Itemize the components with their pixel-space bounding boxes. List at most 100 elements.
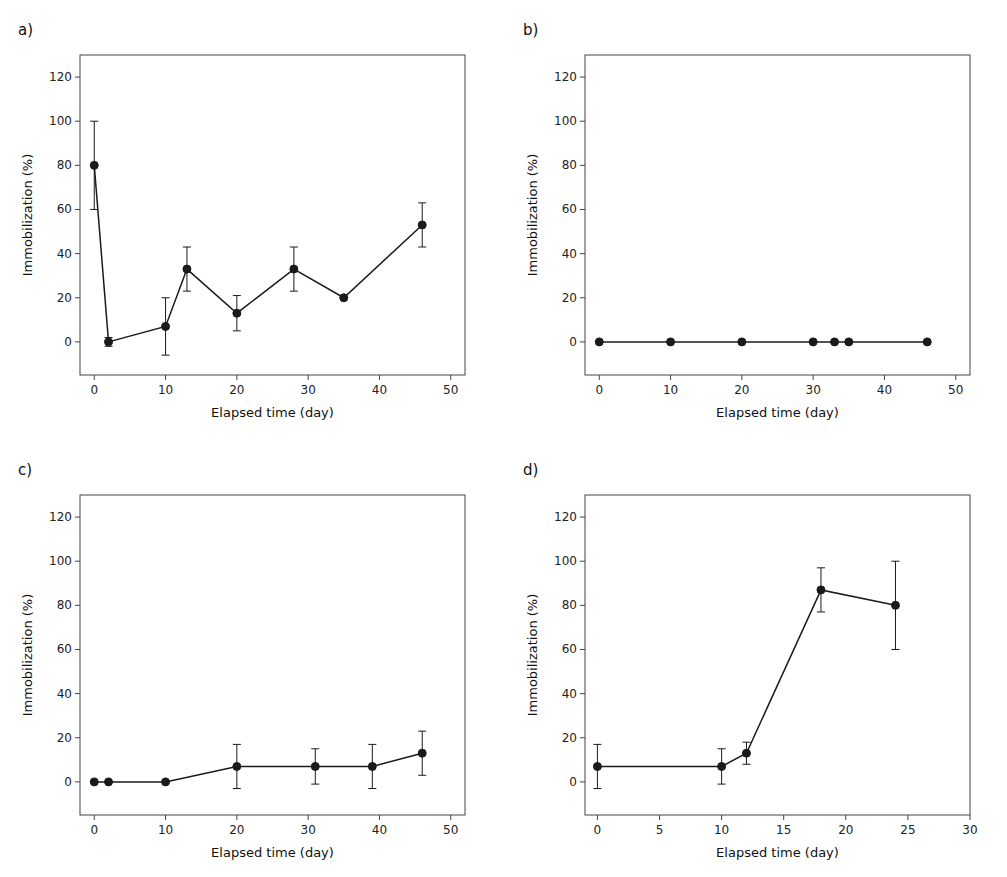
error-bar-cap — [183, 247, 191, 248]
series-line — [94, 753, 422, 782]
y-tick-label: 80 — [562, 158, 577, 172]
x-axis-label: Elapsed time (day) — [211, 845, 334, 860]
y-tick — [75, 297, 80, 298]
y-tick — [75, 737, 80, 738]
y-tick-label: 100 — [554, 554, 577, 568]
x-tick — [721, 815, 722, 820]
y-tick — [580, 605, 585, 606]
x-tick-label: 10 — [714, 823, 729, 837]
error-bar — [817, 568, 825, 612]
y-tick-label: 0 — [64, 775, 72, 789]
error-bar-cap — [418, 775, 426, 776]
error-bar-cap — [233, 295, 241, 296]
data-point — [233, 309, 241, 317]
x-tick — [308, 375, 309, 380]
error-bar — [290, 247, 298, 291]
plot-frame — [585, 55, 970, 375]
x-tick — [813, 375, 814, 380]
y-tick — [75, 77, 80, 78]
plot-frame — [80, 55, 465, 375]
data-point — [595, 338, 603, 346]
y-tick-label: 40 — [57, 247, 72, 261]
x-tick-label: 50 — [948, 383, 963, 397]
x-tick-label: 0 — [90, 383, 98, 397]
x-tick-label: 25 — [900, 823, 915, 837]
x-tick — [379, 815, 380, 820]
y-tick-label: 80 — [57, 598, 72, 612]
error-bar-cap — [891, 561, 899, 562]
x-tick-label: 20 — [229, 823, 244, 837]
x-tick-label: 0 — [595, 383, 603, 397]
data-point — [90, 161, 98, 169]
y-tick — [580, 297, 585, 298]
y-tick — [75, 605, 80, 606]
error-bar-cap — [418, 202, 426, 203]
plot-frame — [80, 495, 465, 815]
x-tick-label: 10 — [158, 823, 173, 837]
x-tick-label: 15 — [776, 823, 791, 837]
error-bar — [233, 296, 241, 331]
x-tick — [597, 815, 598, 820]
error-bar-cap — [742, 764, 750, 765]
x-tick-label: 20 — [838, 823, 853, 837]
x-tick — [165, 375, 166, 380]
y-tick-label: 20 — [562, 731, 577, 745]
x-tick — [236, 815, 237, 820]
y-tick — [75, 165, 80, 166]
error-bar — [368, 744, 376, 788]
x-tick — [670, 375, 671, 380]
x-tick — [907, 815, 908, 820]
panel-label: c) — [18, 461, 32, 479]
y-tick — [580, 737, 585, 738]
data-point — [418, 749, 426, 757]
y-tick-label: 20 — [57, 291, 72, 305]
error-bar — [718, 749, 726, 784]
y-tick — [75, 341, 80, 342]
x-tick-label: 30 — [962, 823, 977, 837]
x-tick — [783, 815, 784, 820]
panel-label: a) — [18, 21, 33, 39]
y-axis-label: Immobilization (%) — [525, 154, 540, 277]
y-tick — [580, 77, 585, 78]
error-bar-cap — [593, 744, 601, 745]
x-tick-label: 50 — [443, 823, 458, 837]
y-tick — [580, 693, 585, 694]
data-point — [90, 778, 98, 786]
x-tick-label: 40 — [877, 383, 892, 397]
y-tick — [580, 165, 585, 166]
panel: 01020304050020406080100120Elapsed time (… — [18, 461, 465, 860]
y-tick — [75, 693, 80, 694]
x-axis-label: Elapsed time (day) — [716, 845, 839, 860]
y-tick-label: 120 — [554, 510, 577, 524]
x-tick-label: 50 — [443, 383, 458, 397]
y-tick — [75, 253, 80, 254]
x-tick-label: 40 — [372, 383, 387, 397]
error-bar-cap — [162, 297, 170, 298]
y-tick — [580, 341, 585, 342]
error-bar — [183, 247, 191, 291]
error-bar-cap — [233, 788, 241, 789]
y-tick — [580, 781, 585, 782]
y-tick-label: 0 — [569, 775, 577, 789]
error-bar — [162, 298, 170, 355]
error-bar-cap — [290, 291, 298, 292]
data-point — [162, 778, 170, 786]
data-point — [667, 338, 675, 346]
x-tick-label: 10 — [663, 383, 678, 397]
error-bar — [418, 203, 426, 247]
error-bar-cap — [290, 247, 298, 248]
error-bar-cap — [311, 784, 319, 785]
y-tick-label: 40 — [562, 247, 577, 261]
x-axis-label: Elapsed time (day) — [716, 405, 839, 420]
data-point — [891, 601, 899, 609]
y-tick — [580, 561, 585, 562]
error-bar-cap — [183, 291, 191, 292]
background — [0, 0, 1007, 877]
error-bar — [105, 337, 113, 346]
error-bar-cap — [742, 742, 750, 743]
error-bar — [418, 731, 426, 775]
data-point — [593, 762, 601, 770]
plot-frame — [585, 495, 970, 815]
y-tick-label: 20 — [562, 291, 577, 305]
error-bar-cap — [418, 247, 426, 248]
